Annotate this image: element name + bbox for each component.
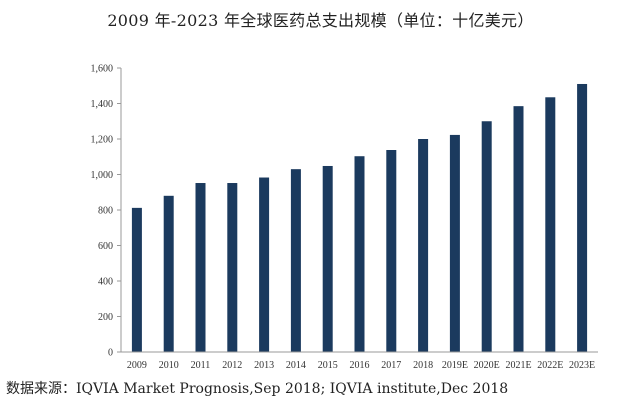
x-tick-label: 2012 bbox=[222, 360, 242, 371]
source-note: 数据来源：IQVIA Market Prognosis,Sep 2018; IQ… bbox=[6, 381, 509, 397]
y-tick-label: 1,200 bbox=[91, 135, 114, 146]
bar-2012 bbox=[227, 183, 238, 352]
bar-2015 bbox=[322, 165, 333, 352]
y-tick-label: 1,600 bbox=[91, 64, 114, 75]
x-tick-label: 2022E bbox=[537, 360, 563, 371]
bar-2013 bbox=[259, 177, 270, 352]
bar-2019E bbox=[449, 134, 460, 352]
y-axis: 0 200 400 600 800 1,000 1,200 1,400 1,600 bbox=[91, 64, 122, 359]
x-tick-label: 2009 bbox=[127, 360, 147, 371]
y-tick-label: 200 bbox=[98, 312, 113, 323]
x-tick-label: 2010 bbox=[159, 360, 179, 371]
y-tick-label: 600 bbox=[98, 241, 113, 252]
bars bbox=[131, 83, 588, 352]
x-tick-label: 2023E bbox=[569, 360, 595, 371]
y-tick-label: 800 bbox=[98, 206, 113, 217]
x-tick-label: 2019E bbox=[442, 360, 468, 371]
bar-2018 bbox=[418, 139, 429, 352]
x-tick-label: 2011 bbox=[191, 360, 211, 371]
chart-title: 2009 年-2023 年全球医药总支出规模（单位：十亿美元） bbox=[107, 11, 534, 30]
bar-2020E bbox=[481, 121, 492, 352]
bar-2011 bbox=[195, 183, 206, 352]
x-tick-label: 2015 bbox=[318, 360, 338, 371]
y-tick-label: 1,000 bbox=[91, 170, 114, 181]
bar-2009 bbox=[131, 207, 142, 352]
bar-2017 bbox=[386, 150, 397, 352]
x-axis: 2009 2010 2011 2012 2013 2014 2015 2016 2017 2018… bbox=[121, 351, 598, 371]
x-tick-label: 2018 bbox=[413, 360, 433, 371]
bar-2014 bbox=[290, 169, 301, 352]
x-tick-label: 2017 bbox=[381, 360, 401, 371]
x-tick-label: 2021E bbox=[505, 360, 531, 371]
x-tick-label: 2014 bbox=[286, 360, 306, 371]
y-tick-label: 0 bbox=[108, 348, 113, 359]
x-tick-label: 2020E bbox=[474, 360, 500, 371]
y-tick-label: 400 bbox=[98, 277, 113, 288]
bar-2016 bbox=[354, 156, 365, 352]
bar-2023E bbox=[577, 83, 588, 352]
bar-2010 bbox=[163, 195, 174, 352]
x-tick-label: 2013 bbox=[254, 360, 274, 371]
y-tick-label: 1,400 bbox=[91, 99, 114, 110]
bar-2021E bbox=[513, 106, 524, 352]
bar-2022E bbox=[545, 97, 556, 352]
x-tick-label: 2016 bbox=[350, 360, 370, 371]
